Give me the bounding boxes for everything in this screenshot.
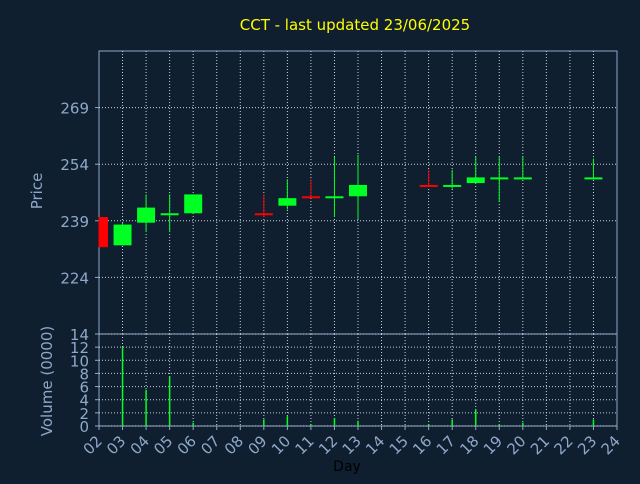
candle-body xyxy=(466,177,485,184)
candle-body xyxy=(160,213,179,216)
candle-body xyxy=(99,217,108,248)
volume-tick-label: 4 xyxy=(79,392,89,410)
x-tick-label: 10 xyxy=(268,432,294,458)
candle-body xyxy=(184,194,203,214)
x-tick-label: 16 xyxy=(409,432,435,458)
x-tick-label: 23 xyxy=(574,432,600,458)
candle-body xyxy=(137,207,156,223)
x-tick-label: 20 xyxy=(503,432,529,458)
x-tick-label: 09 xyxy=(244,432,270,458)
x-tick-label: 05 xyxy=(150,432,176,458)
volume-tick-label: 2 xyxy=(79,405,89,423)
x-axis-label: Day xyxy=(333,459,361,475)
x-tick-label: 12 xyxy=(315,432,341,458)
price-tick-label: 269 xyxy=(60,100,89,118)
x-tick-label: 14 xyxy=(362,432,388,458)
candle-body xyxy=(325,196,344,199)
x-tick-label: 19 xyxy=(480,432,506,458)
x-tick-label: 11 xyxy=(292,432,318,458)
candle-body xyxy=(419,184,438,187)
volume-axis-label: Volume (0000) xyxy=(38,326,56,436)
volume-tick-label: 6 xyxy=(79,379,89,397)
x-tick-label: 21 xyxy=(527,432,553,458)
price-panel: 224 239 254 269 xyxy=(60,50,618,335)
volume-tick-label: 12 xyxy=(70,339,89,357)
volume-tick-label: 14 xyxy=(70,326,89,344)
x-tick-label: 13 xyxy=(339,432,365,458)
x-tick-label: 03 xyxy=(103,432,129,458)
chart-title: CCT - last updated 23/06/2025 xyxy=(240,16,470,34)
x-tick-label: 04 xyxy=(127,432,153,458)
x-tick-label: 06 xyxy=(174,432,200,458)
x-tick-labels: 0203040506070809101112131415161718192021… xyxy=(80,426,624,458)
candle-body xyxy=(513,177,532,180)
price-tick-label: 224 xyxy=(60,269,89,287)
candle-body xyxy=(584,177,603,180)
candle-body xyxy=(443,184,462,187)
candle-body xyxy=(113,224,132,246)
price-tick-label: 239 xyxy=(60,213,89,231)
x-tick-label: 17 xyxy=(433,432,459,458)
candle-body xyxy=(254,213,273,216)
candle-body xyxy=(278,198,297,206)
x-tick-label: 07 xyxy=(197,432,223,458)
price-tick-label: 254 xyxy=(60,156,89,174)
volume-tick-label: 8 xyxy=(79,365,89,383)
candle-body xyxy=(490,177,509,180)
volume-tick-label: 0 xyxy=(79,418,89,436)
candle-body xyxy=(349,184,367,197)
x-tick-label: 24 xyxy=(598,432,624,458)
x-tick-label: 22 xyxy=(551,432,577,458)
x-tick-label: 02 xyxy=(80,432,106,458)
x-tick-label: 15 xyxy=(386,432,412,458)
volume-tick-label: 10 xyxy=(70,352,89,370)
x-tick-label: 18 xyxy=(456,432,482,458)
price-axis-label: Price xyxy=(28,173,46,210)
candle-body xyxy=(301,196,320,199)
x-tick-label: 08 xyxy=(221,432,247,458)
